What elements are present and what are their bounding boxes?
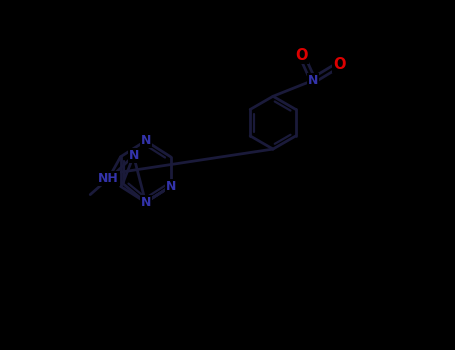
- Text: N: N: [141, 134, 151, 147]
- Text: N: N: [128, 149, 139, 162]
- Text: O: O: [333, 57, 346, 72]
- Text: O: O: [295, 48, 308, 63]
- Text: N: N: [141, 196, 151, 209]
- Text: N: N: [308, 74, 318, 87]
- Text: N: N: [166, 180, 176, 193]
- Text: NH: NH: [98, 172, 119, 185]
